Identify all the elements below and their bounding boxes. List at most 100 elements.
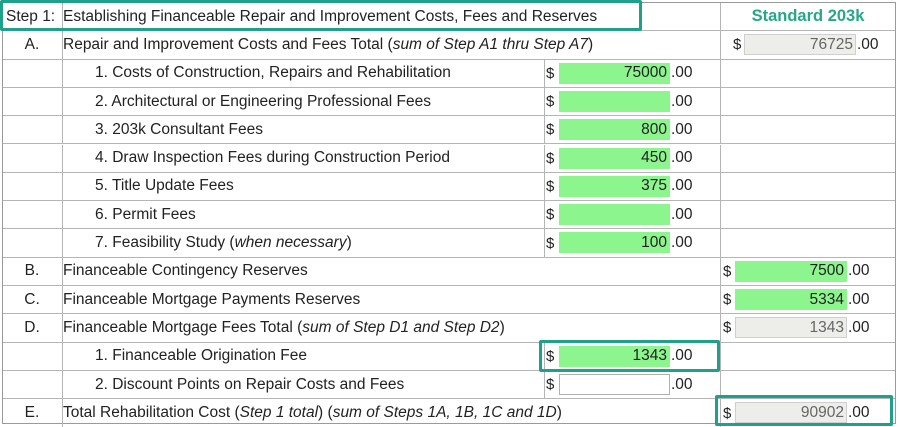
- step-title-highlight: [0, 0, 642, 31]
- row-letter: [3, 173, 61, 200]
- row-letter: [3, 343, 61, 370]
- table-row: B. Financeable Contingency Reserves $7500.…: [3, 257, 895, 286]
- description-text: 7. Feasibility Study (: [95, 234, 235, 252]
- table-row: 6. Permit Fees $ .00: [3, 201, 895, 230]
- row-letter: E.: [24, 404, 40, 422]
- dollar-sign: $: [546, 234, 555, 252]
- column-title-standard-203k: Standard 203k: [751, 7, 865, 25]
- row-letter: A.: [24, 35, 40, 53]
- amount-input[interactable]: 7500: [735, 260, 847, 282]
- description-text: 2. Architectural or Engineering Professi…: [95, 92, 432, 110]
- dollar-sign: $: [546, 149, 555, 167]
- table-row: 5. Title Update Fees $375.00: [3, 172, 895, 202]
- row-letter: D.: [24, 318, 40, 336]
- description-text: ): [499, 318, 505, 336]
- computed-total-field: 76725: [744, 34, 856, 56]
- cents-suffix: .00: [857, 35, 879, 53]
- cents-suffix: .00: [848, 404, 870, 422]
- dollar-sign: $: [546, 64, 555, 82]
- cents-suffix: .00: [671, 64, 693, 82]
- computed-total-field: 90902: [735, 402, 847, 424]
- description-text: Financeable Mortgage Payments Reserves: [63, 290, 361, 308]
- row-letter: C.: [24, 290, 40, 308]
- description-text: 5. Title Update Fees: [95, 177, 234, 195]
- row-description: 1. Financeable Origination Fee: [95, 343, 307, 370]
- dollar-sign: $: [546, 347, 555, 365]
- cents-suffix: .00: [671, 205, 693, 223]
- description-text: 3. 203k Consultant Fees: [95, 120, 264, 138]
- table-row: 7. Feasibility Study (when necessary) $10…: [3, 229, 895, 258]
- amount-input[interactable]: [559, 204, 670, 226]
- amount-input[interactable]: 75000: [559, 62, 670, 84]
- row-description: 4. Draw Inspection Fees during Construct…: [95, 145, 450, 172]
- row-description: 5. Title Update Fees: [95, 173, 234, 200]
- step-label: Step 1:: [6, 7, 56, 25]
- dollar-sign: $: [546, 376, 555, 394]
- row-letter: B.: [24, 262, 40, 280]
- table-row: E. Total Rehabilitation Cost (Step 1 tota…: [3, 399, 895, 427]
- row-letter: [3, 60, 61, 87]
- dollar-sign: $: [546, 93, 555, 111]
- table-row: A. Repair and Improvement Costs and Fees …: [3, 31, 895, 60]
- dollar-sign: $: [546, 206, 555, 224]
- cents-suffix: .00: [671, 177, 693, 195]
- row-description: 2. Architectural or Engineering Professi…: [95, 88, 431, 115]
- table-row: 1. Financeable Origination Fee $1343.00: [3, 342, 895, 371]
- total-cost-highlight: [715, 395, 893, 426]
- row-description: 6. Permit Fees: [95, 201, 196, 228]
- description-text: Repair and Improvement Costs and Fees To…: [63, 35, 393, 53]
- description-text: ): [346, 234, 352, 252]
- description-text: 2. Discount Points on Repair Costs and F…: [95, 375, 405, 393]
- description-italic: when necessary: [234, 234, 347, 252]
- row-letter: [3, 201, 61, 228]
- cents-suffix: .00: [848, 318, 870, 336]
- origination-fee-highlight: [539, 340, 720, 372]
- description-text: 1. Costs of Construction, Repairs and Re…: [95, 64, 451, 82]
- row-description: Total Rehabilitation Cost (Step 1 total)…: [63, 399, 562, 427]
- row-description: Financeable Contingency Reserves: [63, 258, 308, 285]
- table-row: 1. Costs of Construction, Repairs and Re…: [3, 59, 895, 88]
- description-text: 6. Permit Fees: [95, 205, 196, 223]
- table-row: 2. Discount Points on Repair Costs and F…: [3, 370, 895, 400]
- description-italic: sum of Step A1 thru Step A7: [392, 35, 588, 53]
- amount-input[interactable]: 450: [559, 147, 670, 169]
- row-letter: [3, 371, 61, 398]
- amount-input[interactable]: 375: [559, 175, 670, 197]
- row-description: 2. Discount Points on Repair Costs and F…: [95, 371, 404, 398]
- table-row: C. Financeable Mortgage Payments Reserves…: [3, 286, 895, 315]
- amount-input[interactable]: [559, 373, 670, 395]
- description-text: Total Rehabilitation Cost (: [63, 404, 240, 422]
- dollar-sign: $: [733, 36, 742, 54]
- amount-input[interactable]: 800: [559, 119, 670, 141]
- cents-suffix: .00: [848, 262, 870, 280]
- cents-suffix: .00: [671, 375, 693, 393]
- dollar-sign: $: [723, 291, 732, 309]
- row-description: Financeable Mortgage Fees Total (sum of …: [63, 314, 505, 341]
- description-text: ) (: [318, 404, 333, 422]
- row-letter: [3, 145, 61, 172]
- amount-input[interactable]: 100: [559, 232, 670, 254]
- table-row: 3. 203k Consultant Fees $800.00: [3, 116, 895, 145]
- amount-input[interactable]: 1343: [559, 345, 670, 367]
- row-description: Repair and Improvement Costs and Fees To…: [63, 31, 593, 58]
- dollar-sign: $: [546, 177, 555, 195]
- description-text: 1. Financeable Origination Fee: [95, 347, 307, 365]
- table-row: D. Financeable Mortgage Fees Total (sum o…: [3, 314, 895, 343]
- step-title: Establishing Financeable Repair and Impr…: [63, 7, 598, 25]
- cents-suffix: .00: [671, 149, 693, 167]
- cents-suffix: .00: [671, 234, 693, 252]
- description-text: Financeable Contingency Reserves: [63, 262, 308, 280]
- cents-suffix: .00: [671, 92, 693, 110]
- description-text: ): [587, 35, 594, 53]
- dollar-sign: $: [723, 319, 732, 337]
- amount-input[interactable]: 5334: [735, 289, 847, 310]
- row-letter: [3, 229, 61, 256]
- dollar-sign: $: [546, 121, 555, 139]
- description-italic: Step 1 total: [239, 404, 319, 422]
- row-letter: [3, 88, 61, 115]
- row-description: Financeable Mortgage Payments Reserves: [63, 286, 360, 313]
- cents-suffix: .00: [848, 290, 870, 308]
- amount-input[interactable]: [559, 90, 670, 112]
- computed-total-field: 1343: [735, 317, 847, 339]
